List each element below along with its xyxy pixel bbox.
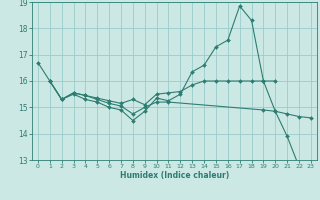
X-axis label: Humidex (Indice chaleur): Humidex (Indice chaleur) — [120, 171, 229, 180]
